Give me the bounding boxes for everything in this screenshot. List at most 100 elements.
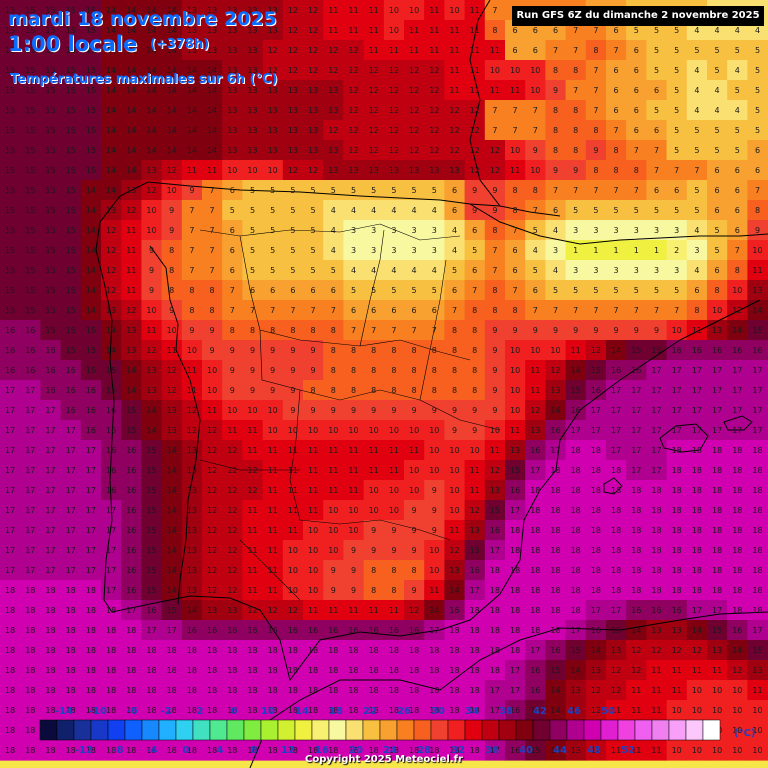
temperature-value: 3	[614, 266, 619, 275]
temperature-cell	[606, 180, 627, 201]
temperature-cell	[464, 160, 486, 181]
temperature-value: 18	[550, 626, 560, 635]
temperature-value: 7	[593, 66, 598, 75]
temperature-value: 15	[86, 346, 96, 355]
temperature-value: 11	[611, 706, 621, 715]
temperature-value: 5	[250, 206, 255, 215]
temperature-value: 15	[25, 286, 35, 295]
temperature-cell	[0, 360, 21, 381]
temperature-cell	[222, 300, 243, 321]
temperature-cell	[121, 600, 142, 621]
temperature-value: 18	[106, 706, 116, 715]
temperature-value: 18	[146, 746, 156, 755]
temperature-value: 3	[391, 226, 396, 235]
temperature-value: 11	[268, 466, 278, 475]
temperature-cell	[60, 420, 82, 441]
temperature-value: 13	[288, 146, 298, 155]
temperature-cell	[727, 380, 748, 401]
temperature-value: 16	[126, 486, 136, 495]
temperature-value: 11	[247, 566, 257, 575]
temperature-value: 15	[5, 6, 15, 15]
temperature-cell	[626, 440, 647, 461]
temperature-cell	[424, 180, 445, 201]
temperature-cell	[545, 660, 567, 681]
temperature-value: 8	[189, 286, 194, 295]
temperature-cell	[40, 700, 62, 721]
temperature-value: 5	[674, 126, 679, 135]
temperature-value: 7	[452, 306, 457, 315]
temperature-value: 13	[187, 486, 197, 495]
temperature-cell	[383, 220, 405, 241]
temperature-cell	[40, 620, 62, 641]
legend-swatch	[73, 719, 92, 741]
temperature-value: 6	[715, 206, 720, 215]
temperature-cell	[222, 100, 243, 121]
temperature-value: 7	[573, 186, 578, 195]
temperature-cell	[545, 40, 567, 61]
temperature-value: 18	[651, 506, 661, 515]
temperature-cell	[303, 600, 324, 621]
temperature-value: 18	[45, 646, 55, 655]
temperature-value: 7	[210, 206, 215, 215]
temperature-value: 18	[591, 466, 601, 475]
legend-top-label: 26	[397, 706, 411, 717]
temperature-value: 10	[752, 706, 762, 715]
temperature-value: 18	[45, 666, 55, 675]
temperature-value: 11	[369, 46, 379, 55]
temperature-value: 9	[533, 326, 538, 335]
temperature-cell	[666, 260, 688, 281]
temperature-value: 18	[530, 586, 540, 595]
temperature-value: 18	[146, 646, 156, 655]
temperature-value: 12	[146, 186, 156, 195]
temperature-value: 12	[268, 66, 278, 75]
temperature-cell	[101, 580, 122, 601]
temperature-cell	[606, 520, 627, 541]
temperature-value: 13	[611, 646, 621, 655]
temperature-cell	[60, 20, 82, 41]
temperature-value: 17	[66, 486, 76, 495]
temperature-value: 14	[126, 46, 136, 55]
temperature-value: 16	[66, 386, 76, 395]
temperature-cell	[565, 520, 587, 541]
temperature-cell	[20, 220, 41, 241]
temperature-cell	[484, 20, 506, 41]
temperature-value: 17	[591, 426, 601, 435]
temperature-cell	[747, 520, 768, 541]
temperature-value: 14	[167, 506, 177, 515]
temperature-cell	[484, 580, 506, 601]
temperature-cell	[20, 620, 41, 641]
temperature-value: 9	[169, 226, 174, 235]
temperature-cell	[60, 680, 82, 701]
temperature-value: 1	[614, 246, 619, 255]
temperature-value: 8	[593, 46, 598, 55]
temperature-value: 10	[732, 686, 742, 695]
temperature-value: 11	[268, 546, 278, 555]
temperature-cell	[424, 660, 445, 681]
temperature-value: 12	[409, 126, 419, 135]
temperature-cell	[40, 240, 62, 261]
temperature-value: 17	[45, 526, 55, 535]
temperature-cell	[262, 80, 284, 101]
temperature-cell	[404, 480, 425, 501]
temperature-cell	[161, 440, 183, 461]
temperature-cell	[626, 420, 647, 441]
temperature-cell	[565, 400, 587, 421]
temperature-cell	[707, 400, 728, 421]
temperature-value: 5	[674, 86, 679, 95]
temperature-cell	[606, 260, 627, 281]
temperature-value: 12	[530, 406, 540, 415]
temperature-cell	[343, 660, 365, 681]
temperature-cell	[202, 300, 223, 321]
temperature-value: 14	[207, 106, 217, 115]
temperature-value: 10	[510, 146, 520, 155]
temperature-cell	[484, 340, 506, 361]
temperature-value: 6	[371, 306, 376, 315]
temperature-cell	[525, 120, 546, 141]
temperature-cell	[484, 520, 506, 541]
temperature-cell	[343, 680, 365, 701]
legend-bottom-label: 28	[417, 745, 431, 756]
temperature-value: 14	[692, 626, 702, 635]
temperature-value: 9	[553, 166, 558, 175]
temperature-value: 18	[752, 606, 762, 615]
temperature-cell	[40, 740, 62, 761]
